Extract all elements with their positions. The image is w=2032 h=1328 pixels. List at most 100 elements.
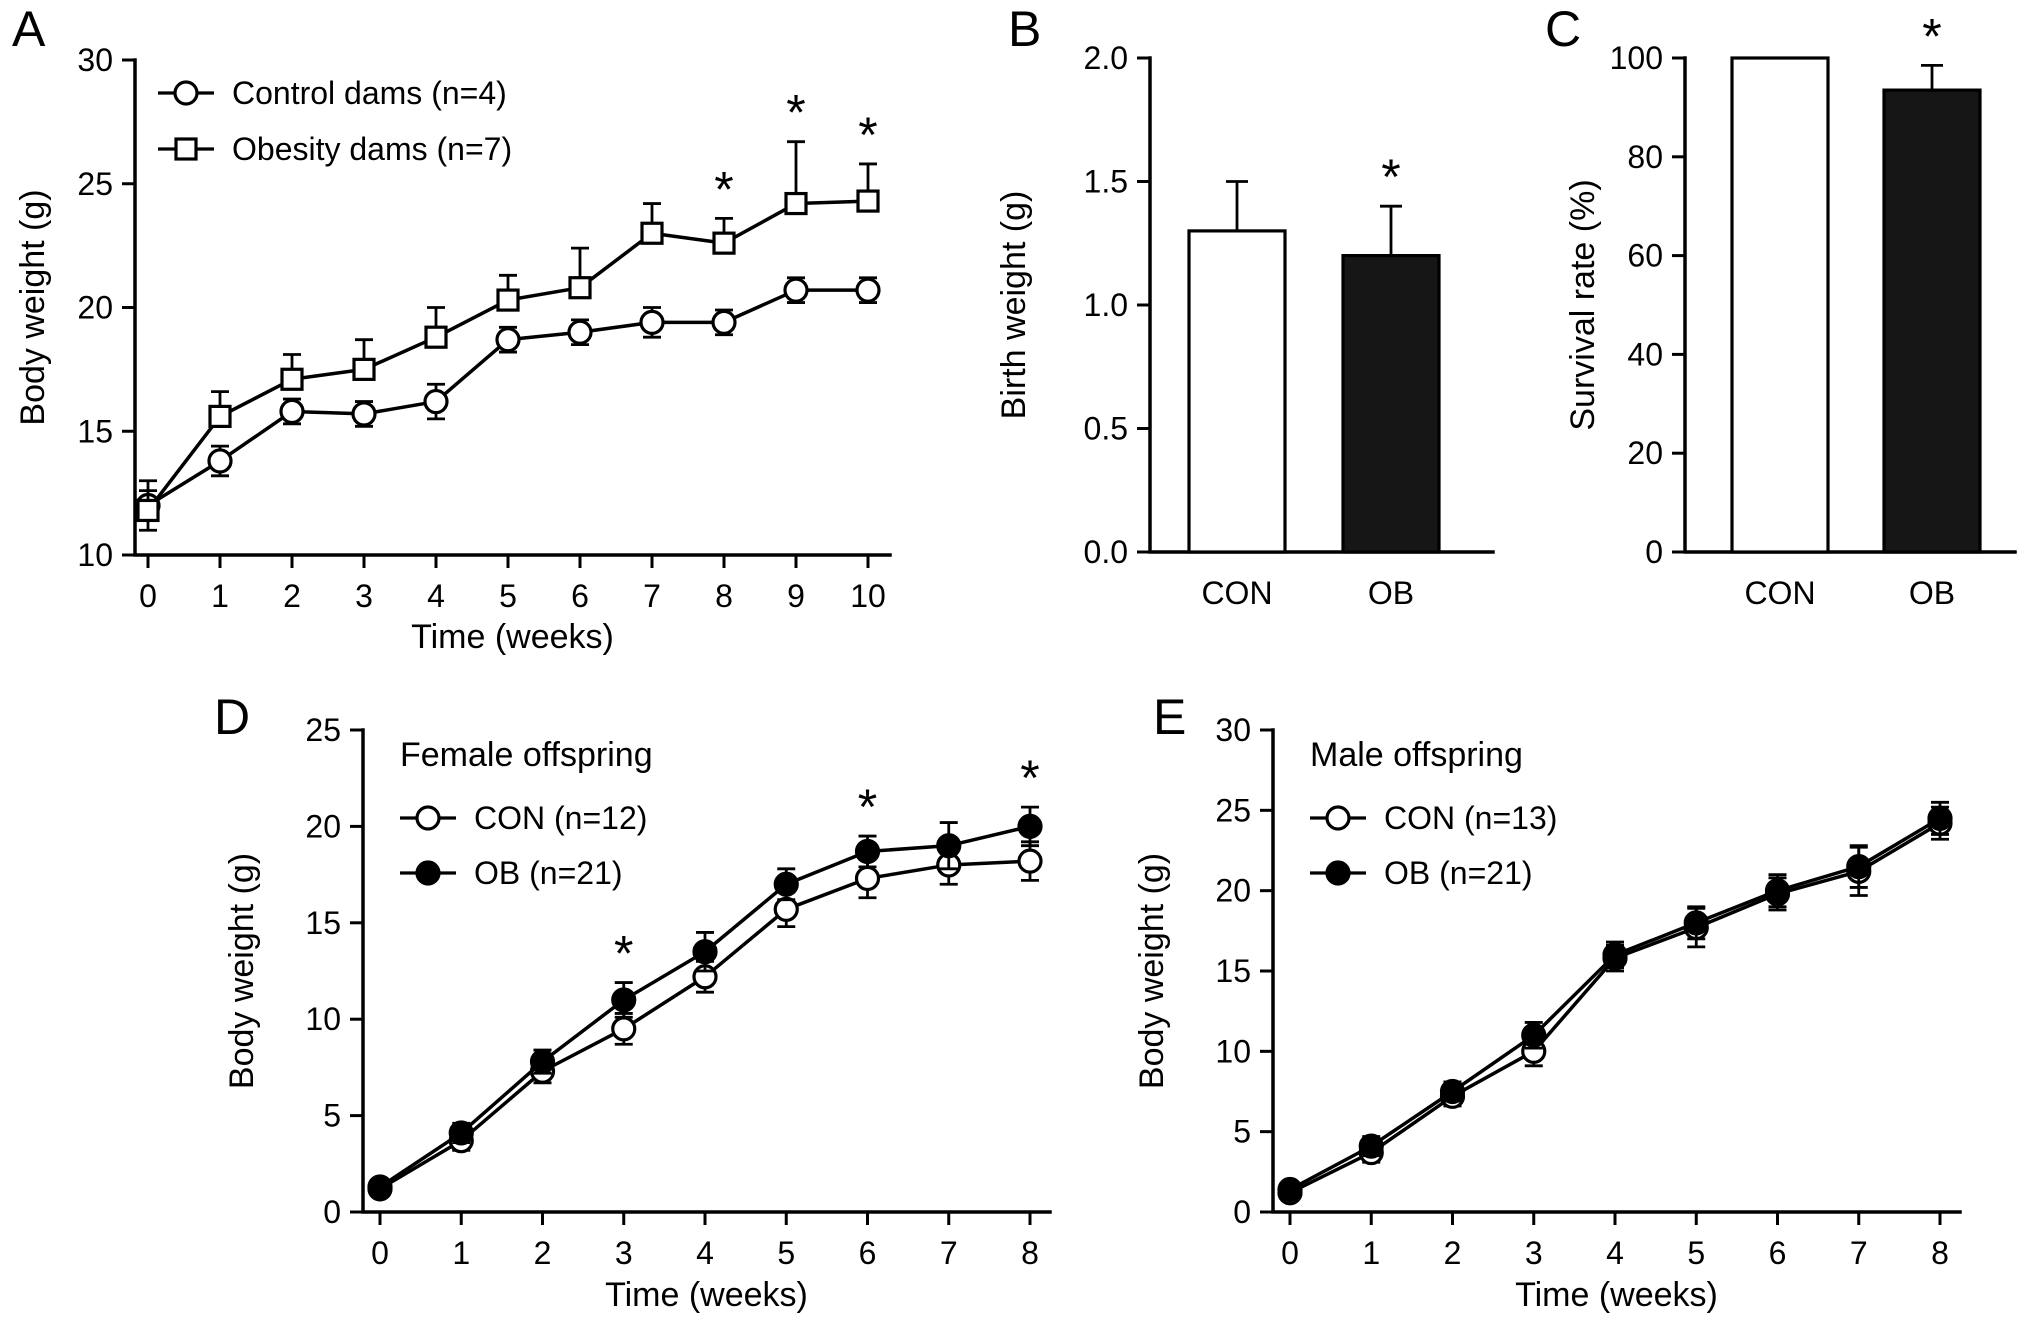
x-tick-label: 4 xyxy=(696,1235,714,1271)
data-point-marker xyxy=(784,191,808,216)
data-point-marker xyxy=(639,309,665,335)
data-point-marker xyxy=(854,838,881,865)
y-tick-label: 15 xyxy=(305,905,341,941)
data-point-marker xyxy=(855,277,881,303)
y-tick-label: 10 xyxy=(305,1001,341,1037)
significance-star: * xyxy=(714,161,733,217)
data-point-marker xyxy=(854,865,881,892)
data-point-marker xyxy=(1325,860,1351,886)
chart-c-survival-rate: 0 20 40 60 80 100 Survival rate (%) CON * OB xyxy=(1564,8,2017,611)
y-tick-label: 2.0 xyxy=(1084,40,1128,76)
data-point-marker xyxy=(351,401,377,427)
x-category-label: CON xyxy=(1201,575,1272,611)
x-tick-label: 2 xyxy=(1444,1235,1462,1271)
data-point-marker xyxy=(448,1120,474,1146)
y-tick-label: 5 xyxy=(1233,1114,1251,1150)
data-point-marker xyxy=(352,357,376,381)
x-tick-label: 8 xyxy=(715,578,733,614)
x-axis-label: Time (weeks) xyxy=(411,618,614,656)
data-point-marker xyxy=(136,498,160,523)
x-tick-label: 4 xyxy=(427,578,445,614)
series-line xyxy=(146,199,869,512)
data-point-marker xyxy=(611,1016,637,1042)
significance-star: * xyxy=(858,779,877,835)
chart-d-female-offspring-body-weight: 0 5 10 15 20 25 Body weight (g) 0 1 2 3 4 5 6 7 8 Time (… xyxy=(223,712,1052,1314)
data-point-marker xyxy=(1927,805,1953,831)
x-category-label: CON xyxy=(1744,575,1815,611)
y-tick-label: 20 xyxy=(1627,435,1663,471)
significance-star: * xyxy=(1020,750,1039,806)
x-tick-label: 7 xyxy=(940,1235,958,1271)
y-tick-label: 1.0 xyxy=(1084,287,1128,323)
panel-label-b: B xyxy=(1008,1,1042,57)
y-tick-label: 100 xyxy=(1610,40,1663,76)
legend-label: Obesity dams (n=7) xyxy=(232,131,512,167)
legend-label: CON (n=12) xyxy=(474,800,647,836)
data-point-marker xyxy=(568,276,592,300)
bar-con xyxy=(1730,56,1830,554)
data-point-marker xyxy=(529,1049,556,1075)
significance-star: * xyxy=(1381,149,1400,205)
y-tick-label: 25 xyxy=(77,166,113,202)
data-point-marker xyxy=(783,277,809,303)
data-point-marker xyxy=(415,805,441,831)
significance-star: * xyxy=(786,85,805,141)
y-tick-label: 40 xyxy=(1627,336,1663,372)
y-tick-label: 0.0 xyxy=(1084,534,1128,570)
data-point-marker xyxy=(773,896,799,922)
x-tick-label: 0 xyxy=(1281,1235,1299,1271)
x-tick-label: 7 xyxy=(1850,1235,1868,1271)
data-point-marker xyxy=(173,80,199,106)
y-tick-label: 15 xyxy=(77,413,113,449)
x-tick-label: 5 xyxy=(499,578,517,614)
x-tick-label: 3 xyxy=(1525,1235,1543,1271)
data-point-marker xyxy=(174,137,198,161)
x-axis-label: Time (weeks) xyxy=(1515,1276,1718,1314)
data-point-marker xyxy=(1358,1133,1384,1159)
legend-title: Female offspring xyxy=(400,736,653,774)
data-point-marker xyxy=(423,388,449,415)
data-point-marker xyxy=(280,367,304,391)
panel-label-a: A xyxy=(12,1,46,57)
y-tick-label: 20 xyxy=(305,808,341,844)
x-tick-label: 2 xyxy=(283,578,301,614)
series-line xyxy=(379,859,1031,1191)
data-point-marker xyxy=(496,288,520,312)
chart-e-male-offspring-body-weight: 0 5 10 15 20 25 30 Body weight (g) 0 1 2 3 4 5 6 7 8 Time… xyxy=(1133,712,1962,1314)
y-axis-label: Body weight (g) xyxy=(1133,853,1171,1089)
y-tick-label: 25 xyxy=(305,712,341,748)
data-point-marker xyxy=(773,871,799,897)
significance-star: * xyxy=(614,926,633,982)
x-tick-label: 1 xyxy=(211,578,229,614)
legend-label: OB (n=21) xyxy=(1384,855,1533,891)
x-tick-label: 6 xyxy=(571,578,589,614)
data-point-marker xyxy=(208,404,232,428)
data-point-marker xyxy=(640,221,664,245)
data-point-marker xyxy=(424,325,448,349)
data-point-marker xyxy=(1017,848,1043,874)
data-point-marker xyxy=(1602,942,1628,968)
x-tick-label: 1 xyxy=(452,1235,470,1271)
x-category-label: OB xyxy=(1368,575,1414,611)
data-point-marker xyxy=(936,833,962,859)
y-tick-label: 20 xyxy=(1215,873,1251,909)
y-tick-label: 80 xyxy=(1627,139,1663,175)
x-tick-label: 0 xyxy=(371,1235,389,1271)
y-tick-label: 15 xyxy=(1215,953,1251,989)
x-tick-label: 8 xyxy=(1021,1235,1039,1271)
x-tick-label: 6 xyxy=(1769,1235,1787,1271)
x-tick-label: 3 xyxy=(355,578,373,614)
y-tick-label: 25 xyxy=(1215,792,1251,828)
data-point-marker xyxy=(611,987,637,1013)
y-tick-label: 30 xyxy=(1215,712,1251,748)
data-point-marker xyxy=(1325,805,1351,831)
data-point-marker xyxy=(495,327,521,353)
x-tick-label: 5 xyxy=(777,1235,795,1271)
y-tick-label: 5 xyxy=(323,1098,341,1134)
significance-star: * xyxy=(1922,8,1941,64)
x-tick-label: 1 xyxy=(1362,1235,1380,1271)
data-point-marker xyxy=(712,231,736,255)
data-point-marker xyxy=(692,939,718,965)
bar-ob xyxy=(1882,88,1982,554)
chart-a-dams-body-weight: 10 15 20 25 30 Body weight (g) 0 1 2 3 4 5 6 7 8 9 10 Tim… xyxy=(14,42,892,656)
